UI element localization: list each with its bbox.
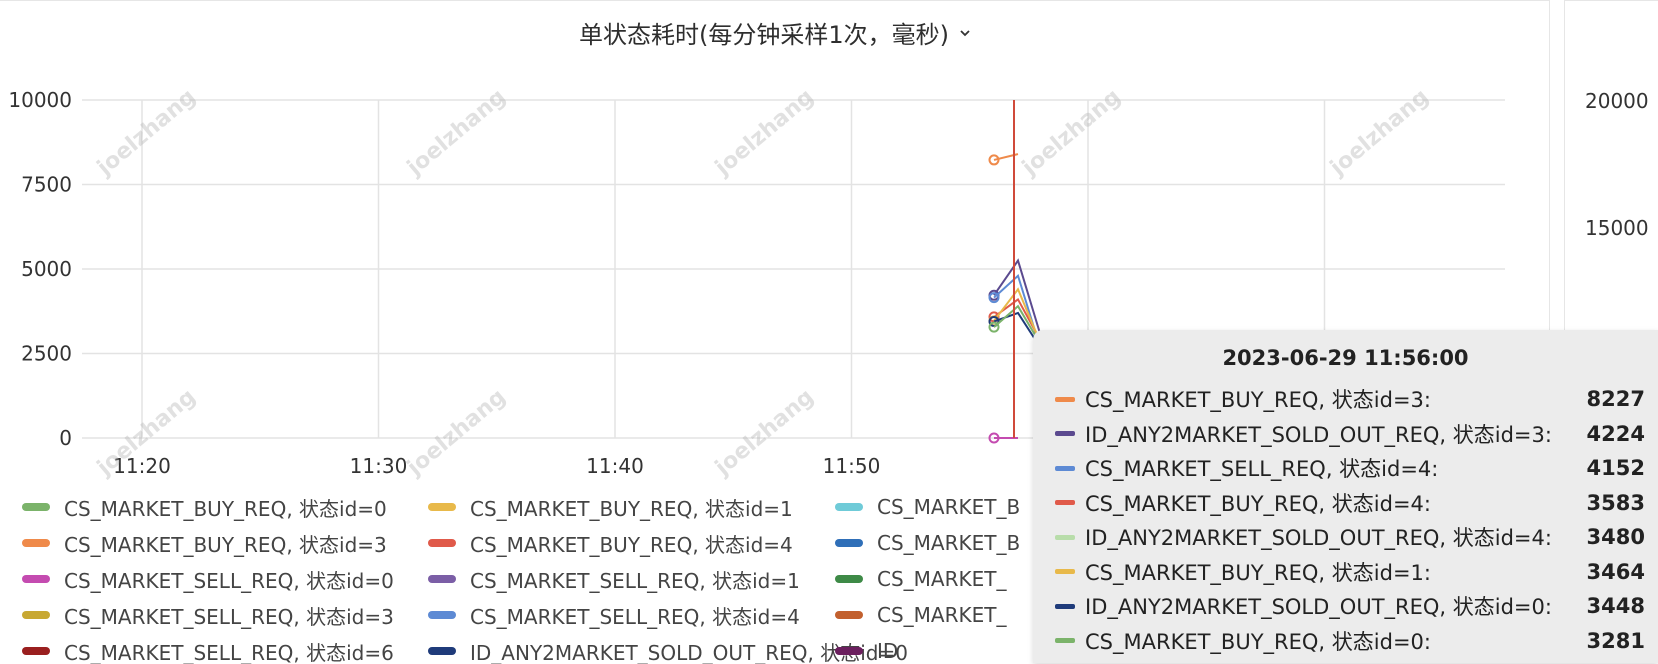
tooltip-row: CS_MARKET_BUY_REQ, 状态id=1:3464	[1055, 558, 1645, 586]
legend-label: CS_MARKET_	[877, 567, 1006, 591]
legend-item[interactable]: CS_MARKET_BUY_REQ, 状态id=3	[22, 531, 387, 555]
hover-tooltip: 2023-06-29 11:56:00 CS_MARKET_BUY_REQ, 状…	[1033, 330, 1658, 663]
legend-swatch	[22, 539, 50, 547]
tooltip-series-name: CS_MARKET_BUY_REQ, 状态id=4:	[1085, 488, 1585, 518]
right-y-tick: 20000	[1585, 89, 1649, 113]
legend-item[interactable]: CS_MARKET_SELL_REQ, 状态id=4	[428, 603, 800, 627]
tooltip-row: ID_ANY2MARKET_SOLD_OUT_REQ, 状态id=0:3448	[1055, 592, 1645, 620]
legend-item[interactable]: CS_MARKET_BUY_REQ, 状态id=1	[428, 495, 793, 519]
y-tick-label: 7500	[21, 173, 72, 197]
tooltip-series-value: 3464	[1585, 560, 1645, 584]
watermark-text: joelzhang	[1325, 84, 1434, 181]
y-tick-label: 10000	[8, 88, 72, 112]
tooltip-row: CS_MARKET_BUY_REQ, 状态id=0:3281	[1055, 627, 1645, 655]
legend-label: CS_MARKET_B	[877, 495, 1020, 519]
tooltip-series-name: CS_MARKET_BUY_REQ, 状态id=1:	[1085, 557, 1585, 587]
legend-swatch	[22, 503, 50, 511]
legend-item[interactable]: CS_MARKET_SELL_REQ, 状态id=3	[22, 603, 394, 627]
legend-label: CS_MARKET_SELL_REQ, 状态id=4	[470, 601, 800, 630]
legend-label: CS_MARKET_SELL_REQ, 状态id=0	[64, 565, 394, 594]
tooltip-swatch	[1055, 500, 1075, 505]
legend-label: CS_MARKET_BUY_REQ, 状态id=1	[470, 493, 793, 522]
y-tick-label: 0	[59, 426, 72, 450]
watermark-text: joelzhang	[710, 384, 819, 481]
watermark-text: joelzhang	[92, 84, 201, 181]
tooltip-series-value: 3480	[1585, 525, 1645, 549]
legend-item[interactable]: CS_MARKET_BUY_REQ, 状态id=4	[428, 531, 793, 555]
tooltip-series-value: 4152	[1585, 456, 1645, 480]
tooltip-series-name: ID_ANY2MARKET_SOLD_OUT_REQ, 状态id=3:	[1085, 419, 1585, 449]
tooltip-swatch	[1055, 431, 1075, 436]
tooltip-swatch	[1055, 397, 1075, 402]
tooltip-row: ID_ANY2MARKET_SOLD_OUT_REQ, 状态id=4:3480	[1055, 523, 1645, 551]
chart-legend: CS_MARKET_BUY_REQ, 状态id=0 CS_MARKET_BUY_R…	[0, 491, 1100, 664]
legend-item[interactable]: CS_MARKET_SELL_REQ, 状态id=1	[428, 567, 800, 591]
legend-swatch	[428, 575, 456, 583]
legend-label: CS_MARKET_SELL_REQ, 状态id=6	[64, 637, 394, 664]
tooltip-swatch	[1055, 535, 1075, 540]
y-tick-label: 2500	[21, 342, 72, 366]
legend-item[interactable]: CS_MARKET_	[835, 603, 1006, 627]
tooltip-row: CS_MARKET_BUY_REQ, 状态id=4:3583	[1055, 489, 1645, 517]
watermark-text: joelzhang	[402, 84, 511, 181]
tooltip-series-value: 8227	[1585, 387, 1645, 411]
legend-label: CS_MARKET_BUY_REQ, 状态id=3	[64, 529, 387, 558]
legend-item[interactable]: CS_MARKET_B	[835, 531, 1020, 555]
legend-label: CS_MARKET_SELL_REQ, 状态id=3	[64, 601, 394, 630]
legend-item[interactable]: CS_MARKET_SELL_REQ, 状态id=0	[22, 567, 394, 591]
right-y-tick: 15000	[1585, 216, 1649, 240]
watermark-text: joelzhang	[710, 84, 819, 181]
tooltip-series-name: CS_MARKET_BUY_REQ, 状态id=0:	[1085, 626, 1585, 656]
legend-label: CS_MARKET_B	[877, 531, 1020, 555]
y-tick-label: 5000	[21, 257, 72, 281]
tooltip-series-value: 4224	[1585, 422, 1645, 446]
legend-swatch	[835, 503, 863, 511]
tooltip-series-name: ID_ANY2MARKET_SOLD_OUT_REQ, 状态id=4:	[1085, 522, 1585, 552]
tooltip-series-name: ID_ANY2MARKET_SOLD_OUT_REQ, 状态id=0:	[1085, 591, 1585, 621]
tooltip-series-name: CS_MARKET_BUY_REQ, 状态id=3:	[1085, 384, 1585, 414]
legend-swatch	[428, 539, 456, 547]
legend-item[interactable]: ID	[835, 639, 898, 663]
tooltip-series-value: 3583	[1585, 491, 1645, 515]
legend-label: CS_MARKET_BUY_REQ, 状态id=4	[470, 529, 793, 558]
x-tick-label: 11:40	[586, 454, 644, 478]
tooltip-title: 2023-06-29 11:56:00	[1033, 346, 1658, 370]
legend-swatch	[428, 611, 456, 619]
watermark-text: joelzhang	[1017, 84, 1126, 181]
tooltip-series-value: 3448	[1585, 594, 1645, 618]
tooltip-row: CS_MARKET_SELL_REQ, 状态id=4:4152	[1055, 454, 1645, 482]
legend-label: CS_MARKET_SELL_REQ, 状态id=1	[470, 565, 800, 594]
tooltip-row: ID_ANY2MARKET_SOLD_OUT_REQ, 状态id=3:4224	[1055, 420, 1645, 448]
legend-label: CS_MARKET_	[877, 603, 1006, 627]
tooltip-series-name: CS_MARKET_SELL_REQ, 状态id=4:	[1085, 453, 1585, 483]
legend-swatch	[22, 611, 50, 619]
tooltip-swatch	[1055, 638, 1075, 643]
tooltip-series-value: 3281	[1585, 629, 1645, 653]
tooltip-swatch	[1055, 466, 1075, 471]
legend-item[interactable]: CS_MARKET_	[835, 567, 1006, 591]
legend-swatch	[835, 539, 863, 547]
x-tick-label: 11:30	[350, 454, 408, 478]
legend-label: CS_MARKET_BUY_REQ, 状态id=0	[64, 493, 387, 522]
legend-swatch	[835, 647, 863, 655]
legend-item[interactable]: CS_MARKET_SELL_REQ, 状态id=6	[22, 639, 394, 663]
tooltip-row: CS_MARKET_BUY_REQ, 状态id=3:8227	[1055, 385, 1645, 413]
tooltip-swatch	[1055, 604, 1075, 609]
legend-swatch	[428, 647, 456, 655]
legend-swatch	[22, 575, 50, 583]
legend-item[interactable]: CS_MARKET_BUY_REQ, 状态id=0	[22, 495, 387, 519]
watermark-text: joelzhang	[402, 384, 511, 481]
legend-item[interactable]: CS_MARKET_B	[835, 495, 1020, 519]
legend-swatch	[428, 503, 456, 511]
tooltip-swatch	[1055, 569, 1075, 574]
legend-label: ID	[877, 639, 898, 663]
x-tick-label: 11:50	[823, 454, 881, 478]
legend-swatch	[835, 575, 863, 583]
legend-swatch	[835, 611, 863, 619]
legend-swatch	[22, 647, 50, 655]
